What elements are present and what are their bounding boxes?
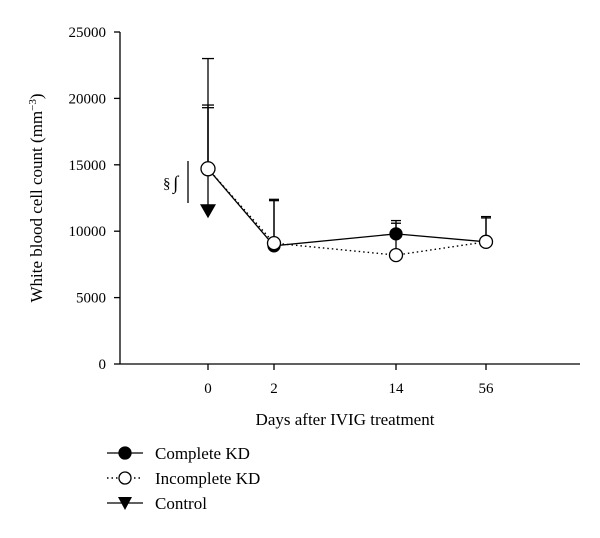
annotation-integral: ∫ <box>172 173 180 195</box>
y-tick-label: 15000 <box>69 158 107 174</box>
data-point-incomplete-kd <box>478 234 494 249</box>
legend: Complete KD Incomplete KD Control <box>107 444 260 513</box>
legend-item-incomplete-kd: Incomplete KD <box>107 469 260 488</box>
data-point-complete-kd <box>389 227 403 241</box>
y-tick-label: 10000 <box>69 224 107 240</box>
y-tick-label: 25000 <box>69 25 107 41</box>
x-tick-label: 14 <box>389 381 405 397</box>
x-tick-label: 2 <box>270 381 278 397</box>
y-tick-label: 0 <box>99 357 107 373</box>
x-axis-label: Days after IVIG treatment <box>256 410 435 429</box>
x-ticks: 0 2 14 56 <box>204 364 494 397</box>
legend-item-control: Control <box>107 494 207 513</box>
legend-label-complete-kd: Complete KD <box>155 444 250 463</box>
annotation-section-sign: § <box>163 176 171 192</box>
data-point-incomplete-kd <box>266 236 282 251</box>
x-tick-label: 0 <box>204 381 212 397</box>
y-tick-label: 20000 <box>69 91 107 107</box>
legend-marker-complete-kd <box>118 446 132 460</box>
data-point-incomplete-kd <box>200 161 216 177</box>
y-tick-label: 5000 <box>76 291 106 307</box>
y-axis-label: White blood cell count (mm−3) <box>27 93 46 302</box>
x-tick-label: 56 <box>479 381 495 397</box>
y-axis-label-exponent: −3 <box>27 99 39 111</box>
y-ticks: 0 5000 10000 15000 20000 25000 <box>69 25 120 373</box>
series-line <box>207 168 487 256</box>
data-point-control <box>200 204 216 219</box>
legend-marker-control <box>118 497 132 510</box>
legend-marker-incomplete-kd <box>118 471 132 485</box>
data-point-incomplete-kd <box>388 247 404 263</box>
legend-label-control: Control <box>155 494 207 513</box>
y-axis-label-close: ) <box>27 93 46 99</box>
legend-label-incomplete-kd: Incomplete KD <box>155 469 260 488</box>
plot-area <box>200 57 494 263</box>
legend-item-complete-kd: Complete KD <box>107 444 250 463</box>
series-line <box>207 168 487 247</box>
